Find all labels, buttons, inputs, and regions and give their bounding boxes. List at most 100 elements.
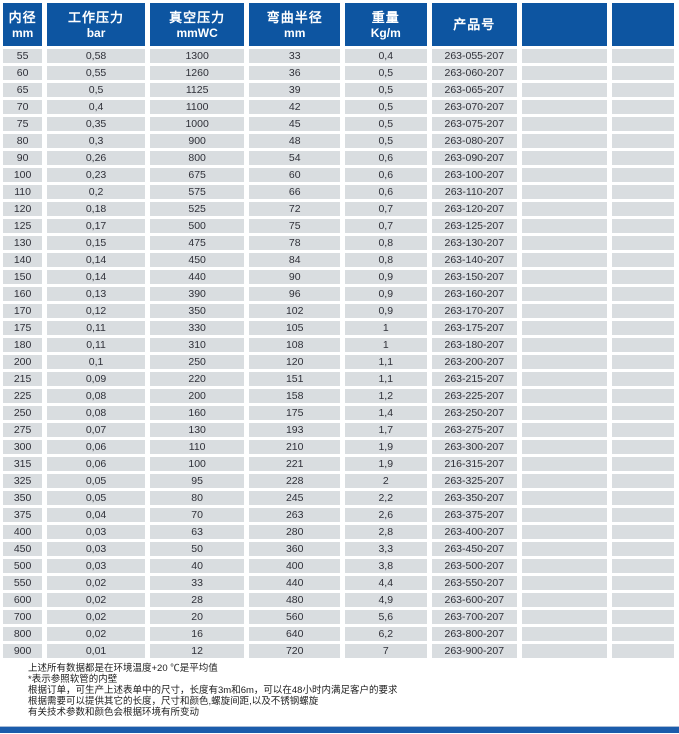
- table-cell: 100: [149, 457, 245, 471]
- table-cell: 0,06: [47, 440, 145, 454]
- table-row: 110 0,2 575 66 0,6 263-110-207: [3, 185, 674, 199]
- table-cell: 130: [3, 236, 43, 250]
- col-header-working-pressure: 工作压力 bar: [47, 3, 145, 46]
- table-cell: [611, 491, 674, 505]
- table-cell: 0,03: [47, 559, 145, 573]
- table-cell: 48: [249, 134, 340, 148]
- table-cell: 720: [249, 644, 340, 658]
- table-cell: [522, 100, 607, 114]
- table-cell: 0,14: [47, 270, 145, 284]
- table-row: 170 0,12 350 102 0,9 263-170-207: [3, 304, 674, 318]
- table-cell: 263-600-207: [431, 593, 518, 607]
- table-cell: 151: [249, 372, 340, 386]
- table-cell: 263-125-207: [431, 219, 518, 233]
- footnotes-block: 上述所有数据都是在环境温度+20 ℃是平均值 *表示参照软管的内壁 根据订单，可…: [28, 663, 679, 718]
- table-cell: 110: [3, 185, 43, 199]
- table-cell: [611, 253, 674, 267]
- table-cell: [611, 304, 674, 318]
- table-cell: 225: [3, 389, 43, 403]
- table-cell: 350: [149, 304, 245, 318]
- table-cell: 250: [3, 406, 43, 420]
- table-cell: [522, 287, 607, 301]
- table-cell: 215: [3, 372, 43, 386]
- table-cell: 2,2: [345, 491, 427, 505]
- table-cell: [522, 627, 607, 641]
- table-cell: 130: [149, 423, 245, 437]
- table-cell: 0,4: [47, 100, 145, 114]
- table-cell: 65: [3, 83, 43, 97]
- table-cell: 375: [3, 508, 43, 522]
- table-cell: [611, 49, 674, 63]
- table-cell: 0,6: [345, 168, 427, 182]
- table-cell: 450: [149, 253, 245, 267]
- table-row: 65 0,5 1125 39 0,5 263-065-207: [3, 83, 674, 97]
- table-cell: 60: [249, 168, 340, 182]
- table-cell: 800: [3, 627, 43, 641]
- table-cell: 263-800-207: [431, 627, 518, 641]
- table-cell: 125: [3, 219, 43, 233]
- table-cell: 120: [3, 202, 43, 216]
- table-cell: 0,4: [345, 49, 427, 63]
- table-cell: 1,1: [345, 372, 427, 386]
- table-row: 375 0,04 70 263 2,6 263-375-207: [3, 508, 674, 522]
- table-cell: 0,6: [345, 151, 427, 165]
- table-cell: 263-500-207: [431, 559, 518, 573]
- table-cell: 0,23: [47, 168, 145, 182]
- table-cell: [611, 134, 674, 148]
- table-cell: [611, 389, 674, 403]
- table-cell: [522, 236, 607, 250]
- col-title: 弯曲半径: [266, 9, 323, 25]
- table-cell: 550: [3, 576, 43, 590]
- table-cell: [611, 440, 674, 454]
- table-cell: 5,6: [345, 610, 427, 624]
- table-cell: 90: [3, 151, 43, 165]
- table-cell: 33: [149, 576, 245, 590]
- table-cell: 72: [249, 202, 340, 216]
- table-cell: 4,4: [345, 576, 427, 590]
- table-cell: 55: [3, 49, 43, 63]
- table-cell: 0,7: [345, 219, 427, 233]
- table-cell: 450: [3, 542, 43, 556]
- table-row: 80 0,3 900 48 0,5 263-080-207: [3, 134, 674, 148]
- table-cell: 0,03: [47, 525, 145, 539]
- table-cell: 1000: [149, 117, 245, 131]
- table-row: 140 0,14 450 84 0,8 263-140-207: [3, 253, 674, 267]
- col-header-inner-diameter: 内径 mm: [3, 3, 43, 46]
- table-cell: [522, 219, 607, 233]
- table-cell: 0,11: [47, 338, 145, 352]
- table-cell: 120: [249, 355, 340, 369]
- table-cell: 60: [3, 66, 43, 80]
- footnote-line: 根据订单，可生产上述表单中的尺寸，长度有3m和6m，可以在48小时内满足客户的要…: [28, 685, 398, 696]
- table-cell: 263-700-207: [431, 610, 518, 624]
- table-cell: 160: [149, 406, 245, 420]
- table-cell: 70: [149, 508, 245, 522]
- table-cell: 2,8: [345, 525, 427, 539]
- table-row: 250 0,08 160 175 1,4 263-250-207: [3, 406, 674, 420]
- table-cell: 80: [149, 491, 245, 505]
- table-cell: 263-055-207: [431, 49, 518, 63]
- table-cell: 1125: [149, 83, 245, 97]
- table-cell: 0,5: [345, 83, 427, 97]
- table-cell: 0,2: [47, 185, 145, 199]
- table-cell: 40: [149, 559, 245, 573]
- table-cell: [522, 457, 607, 471]
- table-cell: 200: [3, 355, 43, 369]
- table-cell: 2: [345, 474, 427, 488]
- table-cell: 0,35: [47, 117, 145, 131]
- table-cell: 263-550-207: [431, 576, 518, 590]
- footnote-line: *表示参照软管的内壁: [28, 674, 118, 685]
- table-cell: 39: [249, 83, 340, 97]
- table-cell: 500: [3, 559, 43, 573]
- table-cell: 0,05: [47, 474, 145, 488]
- table-cell: 0,5: [345, 66, 427, 80]
- table-cell: 900: [3, 644, 43, 658]
- table-cell: 263-275-207: [431, 423, 518, 437]
- table-row: 180 0,11 310 108 1 263-180-207: [3, 338, 674, 352]
- table-cell: [522, 474, 607, 488]
- table-cell: 36: [249, 66, 340, 80]
- table-cell: 263-110-207: [431, 185, 518, 199]
- table-cell: 1,9: [345, 457, 427, 471]
- table-cell: [522, 117, 607, 131]
- table-cell: [522, 355, 607, 369]
- table-cell: 7: [345, 644, 427, 658]
